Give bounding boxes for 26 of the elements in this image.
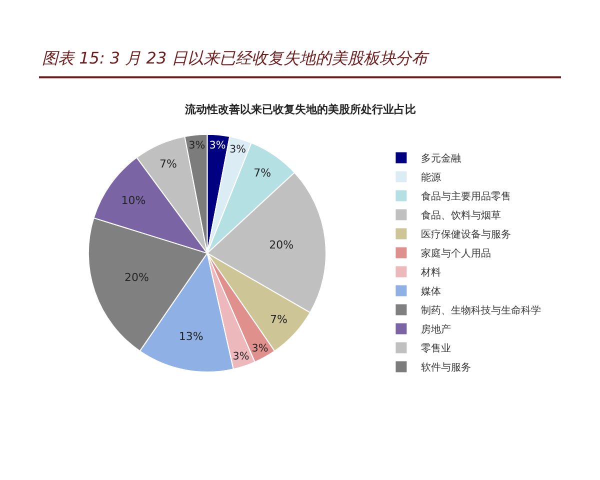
data-label: 7% (254, 166, 272, 180)
data-label: 7% (270, 312, 288, 326)
chart-subtitle: 流动性改善以来已收复失地的美股所处行业占比 (184, 103, 416, 116)
data-label: 7% (159, 158, 177, 171)
legend-label: 多元金融 (421, 152, 462, 165)
legend-label: 零售业 (421, 342, 452, 355)
data-label: 3% (232, 350, 250, 363)
data-label: 3% (188, 140, 206, 152)
data-label: 3% (209, 140, 226, 152)
data-label: 20% (124, 271, 149, 284)
legend-label: 材料 (420, 266, 442, 279)
legend-label: 家庭与个人用品 (421, 248, 492, 260)
legend-label: 能源 (421, 172, 442, 184)
legend-label: 媒体 (421, 286, 442, 298)
legend-label: 食品与主要用品零售 (421, 190, 512, 203)
data-label: 10% (121, 194, 146, 208)
data-label: 3% (230, 143, 246, 156)
legend-label: 医疗保健设备与服务 (421, 228, 512, 241)
legend-label: 软件与服务 (421, 362, 472, 374)
data-label: 20% (269, 238, 294, 252)
legend-label: 房地产 (421, 324, 452, 336)
legend-label: 制药、生物科技与生命科学 (421, 304, 542, 317)
chart-title: 图表 15: 3 月 23 日以来已经收复失地的美股板块分布 (42, 48, 430, 68)
legend-label: 食品、饮料与烟草 (421, 210, 502, 222)
data-label: 13% (178, 330, 204, 343)
data-label: 3% (252, 342, 268, 354)
